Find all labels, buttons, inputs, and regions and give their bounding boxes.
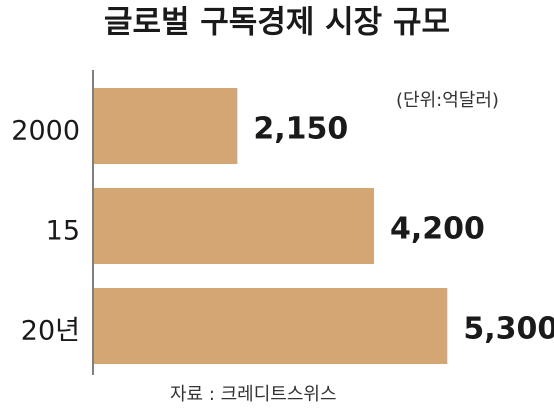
unit-note: (단위:억달러) (396, 90, 499, 111)
bar (94, 88, 238, 164)
source-note: 자료 : 크레디트스위스 (170, 384, 337, 405)
value-label: 4,200 (390, 212, 485, 247)
bar (94, 288, 448, 364)
value-label: 2,150 (253, 112, 348, 147)
y-tick-label: 20년 (21, 316, 80, 347)
chart-title: 글로벌 구독경제 시장 규모 (104, 5, 450, 41)
bar (94, 188, 374, 264)
y-tick-label: 2000 (11, 116, 80, 147)
y-tick-label: 15 (46, 216, 80, 247)
value-label: 5,300 (463, 312, 554, 347)
